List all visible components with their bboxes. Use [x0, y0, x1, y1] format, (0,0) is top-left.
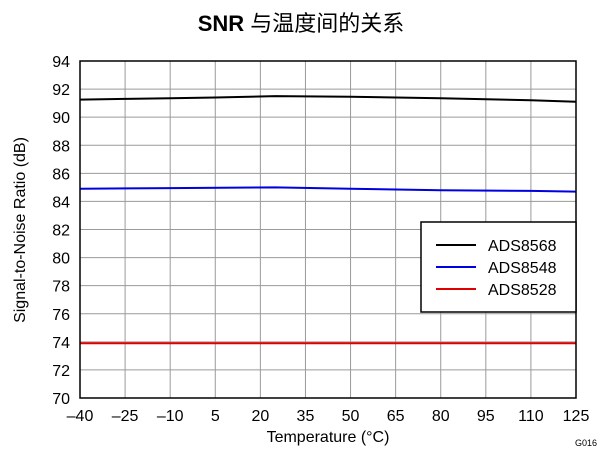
- y-tick-label: 94: [52, 54, 70, 71]
- y-tick-label: 78: [52, 279, 70, 296]
- legend-box: [420, 221, 577, 313]
- x-tick-label: –40: [67, 408, 94, 425]
- y-tick-label: 72: [52, 363, 70, 380]
- series-line-ads8548: [79, 186, 577, 193]
- y-axis-title: Signal-to-Noise Ratio (dB): [12, 137, 29, 323]
- legend: ADS8568 ADS8548 ADS8528: [420, 221, 577, 313]
- y-tick-label: 84: [52, 194, 70, 211]
- x-tick-label: 110: [518, 408, 544, 425]
- y-tick-label: 86: [52, 166, 70, 183]
- y-tick-label: 74: [52, 335, 70, 352]
- legend-label-ads8568: ADS8568: [488, 238, 557, 255]
- legend-label-ads8548: ADS8548: [488, 260, 557, 277]
- x-tick-label: 125: [563, 408, 590, 425]
- x-tick-labels: –40 –25 –10 5 20 35 50 65 80 95 110 125: [67, 408, 590, 425]
- y-tick-label: 90: [52, 110, 70, 127]
- legend-label-ads8528: ADS8528: [488, 282, 557, 299]
- x-tick-label: 35: [297, 408, 315, 425]
- figure-id: G016: [575, 438, 597, 448]
- y-tick-label: 88: [52, 138, 70, 155]
- chart-title-rest: 与温度间的关系: [244, 11, 405, 36]
- x-tick-label: 50: [342, 408, 360, 425]
- x-tick-label: 20: [251, 408, 269, 425]
- series-line-ads8568: [79, 95, 577, 103]
- y-tick-label: 82: [52, 223, 70, 240]
- series-lines: [79, 95, 577, 345]
- x-tick-label: 65: [387, 408, 405, 425]
- chart-title: SNR 与温度间的关系: [0, 6, 602, 38]
- y-tick-label: 70: [52, 391, 70, 408]
- y-tick-label: 80: [52, 251, 70, 268]
- x-tick-label: 95: [477, 408, 495, 425]
- x-tick-label: –25: [112, 408, 139, 425]
- y-tick-labels: 70 72 74 76 78 80 82 84 86 88 90 92 94: [52, 54, 70, 408]
- x-axis-title: Temperature (°C): [267, 429, 390, 446]
- x-tick-label: –10: [157, 408, 184, 425]
- y-tick-label: 76: [52, 307, 70, 324]
- x-tick-label: 80: [432, 408, 450, 425]
- chart-title-bold: SNR: [197, 11, 245, 36]
- x-tick-label: 5: [211, 408, 220, 425]
- y-tick-label: 92: [52, 82, 70, 99]
